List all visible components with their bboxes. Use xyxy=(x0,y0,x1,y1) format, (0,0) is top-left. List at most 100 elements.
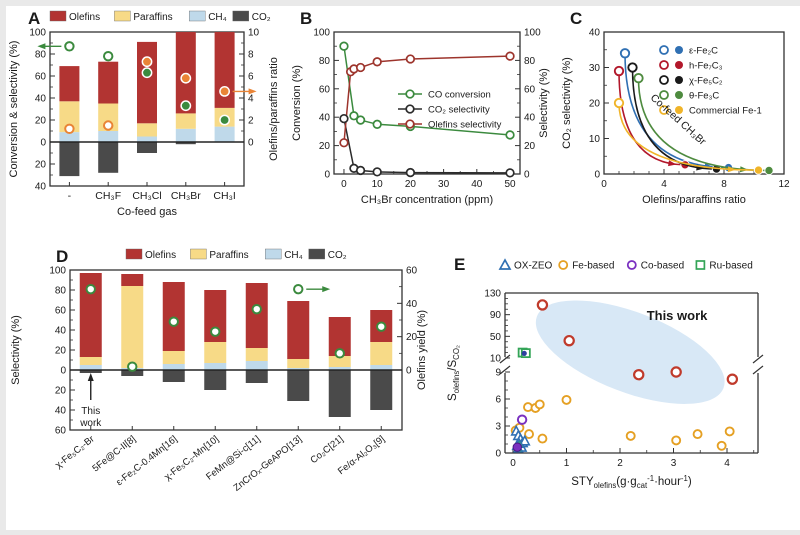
svg-text:θ-Fe₃C: θ-Fe₃C xyxy=(689,91,719,102)
svg-text:20: 20 xyxy=(589,99,601,110)
panel-C-chart: C 0 10 20 30 40 0 4 8 12 ε-Fe₂C h-Fe₇C₃ χ-Fe₅C₂ θ-Fe₃… xyxy=(561,9,790,206)
svg-text:40: 40 xyxy=(319,113,331,124)
svg-text:Selectivity (%): Selectivity (%) xyxy=(10,315,22,385)
svg-text:1: 1 xyxy=(564,458,570,469)
svg-text:30: 30 xyxy=(589,63,601,74)
svg-text:0: 0 xyxy=(40,138,46,149)
svg-text:CO₂: CO₂ xyxy=(328,250,347,261)
svg-text:20: 20 xyxy=(406,332,418,343)
svg-text:Ru-based: Ru-based xyxy=(709,261,752,272)
figure-panel-grid: A Olefins Paraffins CH₄ CO₂ 100 80 60 40 20 0 20 40 1… xyxy=(6,6,800,530)
svg-text:40: 40 xyxy=(471,179,483,190)
svg-text:6: 6 xyxy=(495,395,501,406)
svg-text:100: 100 xyxy=(313,28,330,39)
svg-text:0: 0 xyxy=(601,179,607,190)
svg-text:Olefins/paraffins ratio: Olefins/paraffins ratio xyxy=(642,194,746,206)
svg-text:3: 3 xyxy=(495,422,501,433)
svg-text:80: 80 xyxy=(524,56,536,67)
svg-text:ε-Fe₂C: ε-Fe₂C xyxy=(689,46,718,57)
svg-text:20: 20 xyxy=(35,160,47,171)
svg-text:20: 20 xyxy=(524,141,536,152)
svg-text:Olefins: Olefins xyxy=(145,250,176,261)
svg-text:0: 0 xyxy=(248,138,254,149)
svg-text:Selectivity (%): Selectivity (%) xyxy=(538,68,550,138)
panel-C: C 0 10 20 30 40 0 4 8 12 ε-Fe₂C h-Fe₇C₃ χ-Fe₅C₂ θ-Fe₃… xyxy=(558,6,800,231)
svg-text:10: 10 xyxy=(248,28,260,39)
svg-text:OX-ZEO: OX-ZEO xyxy=(514,261,553,272)
svg-text:2: 2 xyxy=(248,116,254,127)
panel-A: A Olefins Paraffins CH₄ CO₂ 100 80 60 40 20 0 20 40 1… xyxy=(6,6,288,231)
svg-text:CO₂: CO₂ xyxy=(252,12,271,23)
svg-text:60: 60 xyxy=(524,84,536,95)
svg-text:CH₄: CH₄ xyxy=(208,12,227,23)
svg-text:work: work xyxy=(79,418,102,429)
svg-text:10: 10 xyxy=(372,179,384,190)
svg-text:Fe-based: Fe-based xyxy=(572,261,614,272)
svg-text:Co₂C[21]: Co₂C[21] xyxy=(308,434,345,466)
svg-text:4: 4 xyxy=(661,179,667,190)
svg-text:CO₂ selectivity (%): CO₂ selectivity (%) xyxy=(561,57,573,149)
svg-text:40: 40 xyxy=(35,94,47,105)
svg-text:Solefins/SCO₂: Solefins/SCO₂ xyxy=(447,345,461,401)
svg-text:80: 80 xyxy=(35,50,47,61)
svg-text:Co-feed gas: Co-feed gas xyxy=(117,206,177,218)
svg-text:9: 9 xyxy=(495,368,501,379)
svg-text:4: 4 xyxy=(248,94,254,105)
svg-text:STYolefins(g·gcat-1·hour-1): STYolefins(g·gcat-1·hour-1) xyxy=(571,474,692,490)
svg-text:Conversion (%): Conversion (%) xyxy=(291,65,303,141)
svg-text:Olefins selectivity: Olefins selectivity xyxy=(428,120,502,131)
svg-text:0: 0 xyxy=(524,170,530,181)
svg-text:20: 20 xyxy=(405,179,417,190)
svg-text:h-Fe₇C₃: h-Fe₇C₃ xyxy=(689,61,723,72)
svg-text:A: A xyxy=(28,9,40,28)
svg-text:Olefins: Olefins xyxy=(69,12,100,23)
svg-text:20: 20 xyxy=(319,141,331,152)
svg-text:CO₂ selectivity: CO₂ selectivity xyxy=(428,105,490,116)
svg-text:20: 20 xyxy=(55,346,67,357)
svg-text:Commercial Fe-1: Commercial Fe-1 xyxy=(689,106,762,117)
svg-text:Co-based: Co-based xyxy=(641,261,684,272)
svg-text:50: 50 xyxy=(504,179,516,190)
svg-text:8: 8 xyxy=(248,50,254,61)
svg-text:40: 40 xyxy=(406,299,418,310)
panel-D-chart: D Olefins Paraffins CH₄ CO₂ 100 80 60 40 20 0 20 40 6… xyxy=(10,247,428,494)
svg-text:60: 60 xyxy=(406,266,418,277)
svg-text:20: 20 xyxy=(35,116,47,127)
svg-text:This: This xyxy=(81,406,100,417)
svg-text:40: 40 xyxy=(35,182,47,193)
svg-text:Olefins/paraffins ratio: Olefins/paraffins ratio xyxy=(268,57,280,161)
panel-D: D Olefins Paraffins CH₄ CO₂ 100 80 60 40 20 0 20 40 6… xyxy=(6,244,430,535)
svg-text:-: - xyxy=(68,190,72,202)
svg-text:60: 60 xyxy=(55,306,67,317)
svg-text:C: C xyxy=(570,9,582,28)
svg-text:B: B xyxy=(300,9,312,28)
svg-text:60: 60 xyxy=(319,84,331,95)
svg-text:0: 0 xyxy=(510,458,516,469)
svg-text:90: 90 xyxy=(490,310,502,321)
svg-text:100: 100 xyxy=(29,28,46,39)
svg-text:100: 100 xyxy=(49,266,66,277)
svg-text:4: 4 xyxy=(724,458,730,469)
svg-text:This work: This work xyxy=(647,308,708,323)
svg-text:0: 0 xyxy=(406,366,412,377)
svg-text:130: 130 xyxy=(484,289,501,300)
svg-text:D: D xyxy=(56,247,68,266)
svg-text:0: 0 xyxy=(324,170,330,181)
svg-text:0: 0 xyxy=(60,366,66,377)
svg-text:40: 40 xyxy=(589,28,601,39)
svg-text:60: 60 xyxy=(55,426,67,437)
svg-text:CH₄: CH₄ xyxy=(284,250,303,261)
svg-text:10: 10 xyxy=(589,134,601,145)
svg-text:50: 50 xyxy=(490,332,502,343)
svg-text:CH₃I: CH₃I xyxy=(213,190,235,202)
svg-text:Paraffins: Paraffins xyxy=(209,250,248,261)
svg-text:CH₃F: CH₃F xyxy=(95,190,121,202)
svg-text:8: 8 xyxy=(721,179,727,190)
panel-A-chart: A Olefins Paraffins CH₄ CO₂10080604020020401… xyxy=(8,9,280,218)
svg-text:CH₃Cl: CH₃Cl xyxy=(132,190,161,202)
svg-text:6: 6 xyxy=(248,72,254,83)
svg-text:χ-Fe₅C₂: χ-Fe₅C₂ xyxy=(689,76,723,87)
svg-text:CO conversion: CO conversion xyxy=(428,90,491,101)
svg-text:100: 100 xyxy=(524,28,541,39)
svg-text:Paraffins: Paraffins xyxy=(133,12,172,23)
